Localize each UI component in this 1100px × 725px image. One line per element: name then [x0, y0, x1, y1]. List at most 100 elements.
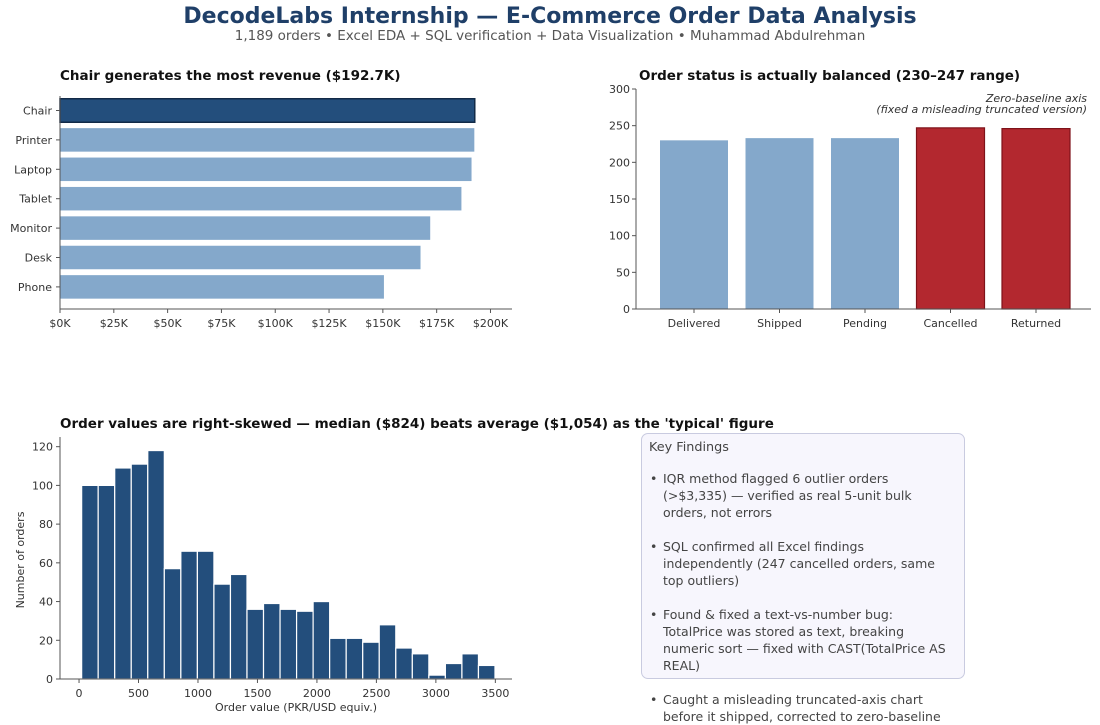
status-annotation-line: (fixed a misleading truncated version) [876, 103, 1087, 116]
finding-item: • IQR method flagged 6 outlier orders (>$… [649, 470, 954, 521]
histogram-bar [262, 602, 281, 680]
status-chart-title: Order status is actually balanced (230–2… [639, 68, 1021, 84]
status-y-tick-label: 0 [623, 303, 630, 316]
revenue-bar [60, 157, 472, 182]
revenue-category-label: Tablet [18, 193, 52, 206]
revenue-x-tick-label: $25K [100, 317, 129, 330]
status-annotation-line: Zero-baseline axis [985, 92, 1087, 105]
histogram-bar [378, 624, 397, 680]
status-category-label: Cancelled [923, 317, 977, 330]
finding-text: Caught a misleading truncated-axis chart… [663, 692, 941, 724]
revenue-bar [59, 98, 476, 123]
histogram-y-tick-label: 60 [39, 557, 53, 570]
status-category-label: Delivered [668, 317, 721, 330]
revenue-category-label: Monitor [10, 222, 52, 235]
histogram-y-tick-label: 0 [46, 673, 53, 686]
finding-text: Found & fixed a text-vs-number bug: Tota… [663, 607, 946, 673]
revenue-category-label: Phone [18, 281, 52, 294]
histogram-bar [180, 550, 198, 680]
revenue-chart-title: Chair generates the most revenue ($192.7… [60, 68, 401, 84]
histogram-bar [81, 484, 99, 680]
bullet-icon: • [650, 607, 658, 622]
finding-text: SQL confirmed all Excel findings indepen… [663, 539, 935, 588]
histogram-x-tick-label: 0 [76, 687, 83, 700]
revenue-bar [60, 186, 462, 211]
histogram-bar [163, 568, 182, 680]
histogram-y-tick-label: 80 [39, 518, 53, 531]
histogram-bar [196, 550, 215, 680]
histogram-bar [329, 637, 347, 680]
status-bar [745, 138, 814, 309]
status-y-tick-label: 150 [609, 193, 630, 206]
histogram-y-tick-label: 20 [39, 634, 53, 647]
histogram-bar [461, 653, 480, 680]
histogram-x-axis-label: Order value (PKR/USD equiv.) [215, 701, 377, 714]
revenue-x-tick-label: $75K [207, 317, 236, 330]
status-y-tick-label: 250 [609, 120, 630, 133]
histogram-y-tick-label: 40 [39, 596, 53, 609]
status-bar [1001, 128, 1071, 310]
revenue-bar [60, 216, 431, 240]
histogram-bar [362, 641, 380, 680]
finding-text: IQR method flagged 6 outlier orders (>$3… [663, 471, 912, 520]
revenue-x-tick-label: $125K [311, 317, 347, 330]
status-category-label: Returned [1011, 317, 1061, 330]
finding-item: • Caught a misleading truncated-axis char… [649, 691, 954, 725]
revenue-category-label: Laptop [14, 163, 52, 176]
revenue-category-label: Chair [23, 105, 52, 118]
key-findings-heading: Key Findings [649, 440, 729, 455]
histogram-bar [411, 653, 430, 680]
status-y-tick-label: 50 [616, 266, 630, 279]
histogram-bar [428, 674, 446, 680]
dashboard-title: DecodeLabs Internship — E-Commerce Order… [183, 4, 917, 29]
histogram-bar [147, 449, 165, 680]
histogram-bar [213, 583, 232, 680]
histogram-bar [114, 467, 132, 680]
revenue-category-label: Desk [25, 252, 53, 265]
revenue-bar [60, 275, 384, 299]
histogram-bar [345, 637, 364, 680]
histogram-bar [246, 608, 265, 680]
bullet-icon: • [650, 539, 658, 554]
histogram-x-tick-label: 2000 [303, 687, 331, 700]
revenue-x-tick-label: $0K [49, 317, 71, 330]
histogram-y-tick-label: 120 [32, 441, 53, 454]
histogram-x-tick-label: 2500 [362, 687, 390, 700]
revenue-bar [60, 128, 475, 152]
status-bar [915, 127, 986, 310]
histogram-bar [279, 608, 298, 680]
status-bar [831, 138, 899, 309]
histogram-x-tick-label: 1500 [243, 687, 271, 700]
histogram-y-axis-label: Number of orders [14, 511, 27, 608]
revenue-x-tick-label: $150K [365, 317, 401, 330]
histogram-bar [477, 664, 496, 680]
key-findings-panel: Key Findings • IQR method flagged 6 outli… [641, 433, 965, 724]
histogram-x-tick-label: 3500 [481, 687, 509, 700]
status-y-tick-label: 200 [609, 156, 630, 169]
histogram-bar [395, 647, 413, 680]
histogram-bar [97, 484, 116, 680]
finding-item: • SQL confirmed all Excel findings indepe… [649, 538, 954, 589]
histogram-bar [444, 662, 463, 680]
histogram-bar [312, 600, 331, 680]
revenue-bar [60, 245, 421, 270]
status-y-tick-label: 300 [609, 83, 630, 96]
revenue-category-label: Printer [15, 134, 52, 147]
finding-item: • Found & fixed a text-vs-number bug: Tot… [649, 606, 954, 674]
status-category-label: Pending [843, 317, 887, 330]
histogram-x-tick-label: 1000 [184, 687, 212, 700]
histogram-bar [229, 573, 248, 680]
histogram-chart-title: Order values are right-skewed — median (… [60, 416, 774, 432]
revenue-x-tick-label: $200K [473, 317, 509, 330]
histogram-bar [295, 610, 314, 680]
dashboard-subtitle: 1,189 orders • Excel EDA + SQL verificat… [234, 28, 866, 44]
status-y-tick-label: 100 [609, 230, 630, 243]
histogram-x-tick-label: 3000 [422, 687, 450, 700]
status-bar [660, 140, 728, 309]
revenue-x-tick-label: $50K [154, 317, 183, 330]
bullet-icon: • [650, 692, 658, 707]
status-category-label: Shipped [757, 317, 802, 330]
revenue-x-tick-label: $100K [258, 317, 294, 330]
histogram-x-tick-label: 500 [128, 687, 149, 700]
